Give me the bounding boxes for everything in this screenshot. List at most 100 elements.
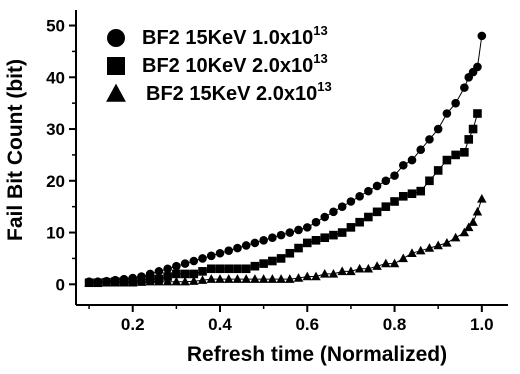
axes: 0.2 0.4 0.6 0.8 1.0 0 10 20 30 40 50 [46, 10, 508, 334]
data-point-circle [189, 256, 199, 266]
data-point-square [464, 135, 474, 144]
y-tick-label: 20 [46, 172, 65, 191]
data-point-triangle [171, 276, 182, 286]
y-tick-label: 50 [46, 17, 65, 36]
data-point-square [329, 230, 338, 240]
y-tick-label: 10 [46, 224, 65, 243]
data-point-circle [346, 197, 356, 206]
data-point-triangle [84, 277, 94, 287]
data-point-triangle [337, 266, 347, 276]
data-point-triangle [154, 276, 164, 286]
legend-item: BF2 10KeV 2.0x1013 [107, 51, 328, 77]
data-point-triangle [232, 274, 243, 283]
data-point-triangle [433, 240, 443, 250]
x-tick-label: 0.2 [121, 315, 145, 334]
data-point-square [320, 233, 330, 243]
data-point-circle [390, 171, 399, 180]
legend-label-superscript: 13 [313, 23, 327, 38]
data-point-square [337, 228, 347, 237]
y-tick-label: 40 [46, 68, 65, 87]
legend-item: BF2 15KeV 2.0x1013 [106, 79, 332, 105]
data-point-square [285, 248, 295, 258]
data-point-circle [477, 31, 487, 41]
y-axis-label: Fail Bit Count (bit) [4, 59, 27, 241]
data-point-circle [154, 267, 164, 276]
data-point-triangle [450, 232, 461, 242]
data-point-triangle [101, 277, 112, 287]
data-point-circle [206, 251, 216, 261]
series-layer [84, 31, 487, 288]
data-point-triangle [93, 277, 103, 287]
data-point-circle [364, 186, 373, 196]
legend-marker-circle [107, 29, 125, 47]
data-point-square [276, 254, 286, 263]
data-point-triangle [302, 271, 313, 281]
data-point-square [268, 256, 277, 266]
data-point-square [460, 148, 469, 157]
data-point-square [233, 264, 242, 274]
legend-label: BF2 15KeV 1.0x1013 [142, 23, 328, 49]
data-point-triangle [110, 277, 121, 287]
data-point-square [372, 207, 382, 217]
data-point-circle [473, 62, 482, 72]
data-point-triangle [424, 243, 435, 252]
y-tick-label: 30 [46, 120, 65, 139]
data-point-square [163, 272, 172, 281]
data-point-square [311, 236, 321, 245]
series-triangle [84, 193, 487, 287]
x-tick-label: 0.8 [383, 315, 407, 334]
data-point-triangle [477, 193, 487, 203]
data-point-square [346, 223, 356, 232]
legend-label: BF2 15KeV 2.0x1013 [146, 79, 332, 105]
data-point-triangle [472, 206, 483, 216]
data-point-triangle [189, 276, 199, 285]
x-tick-label: 1.0 [470, 315, 494, 334]
data-point-triangle [354, 263, 365, 273]
data-point-circle [355, 192, 364, 201]
data-point-square [473, 109, 482, 118]
data-point-circle [268, 233, 277, 243]
data-point-triangle [285, 274, 295, 283]
data-point-circle [233, 243, 242, 253]
data-point-circle [407, 155, 417, 165]
data-point-triangle [267, 274, 278, 283]
data-point-triangle [442, 237, 452, 247]
data-point-circle [198, 254, 207, 263]
data-point-triangle [136, 277, 147, 286]
data-point-square [381, 202, 391, 211]
data-point-square [416, 186, 426, 196]
data-point-square [302, 238, 312, 248]
data-point-triangle [293, 273, 304, 282]
series-square [84, 109, 482, 288]
data-point-circle [163, 264, 172, 274]
legend-marker-square [107, 57, 125, 75]
data-point-triangle [145, 276, 155, 286]
data-point-circle [460, 83, 469, 92]
data-point-circle [425, 135, 434, 144]
data-point-triangle [459, 227, 470, 237]
data-point-square [442, 155, 452, 165]
data-point-triangle [250, 274, 260, 283]
data-point-square [241, 264, 251, 274]
legend-label: BF2 10KeV 2.0x1013 [142, 51, 328, 77]
data-point-triangle [328, 269, 339, 278]
data-point-triangle [223, 274, 234, 283]
data-point-triangle [381, 258, 391, 268]
data-point-circle [416, 145, 426, 155]
data-point-square [189, 269, 199, 279]
data-point-square [294, 243, 303, 253]
data-point-triangle [162, 276, 173, 286]
data-point-triangle [206, 274, 217, 283]
legend-item: BF2 15KeV 1.0x1013 [107, 23, 328, 49]
data-point-triangle [241, 274, 251, 283]
data-point-square [398, 192, 408, 201]
data-point-triangle [372, 261, 382, 270]
data-point-circle [180, 259, 190, 268]
data-point-circle [398, 160, 408, 170]
data-point-triangle [407, 248, 417, 257]
data-point-square [250, 261, 260, 271]
data-point-circle [311, 217, 321, 227]
